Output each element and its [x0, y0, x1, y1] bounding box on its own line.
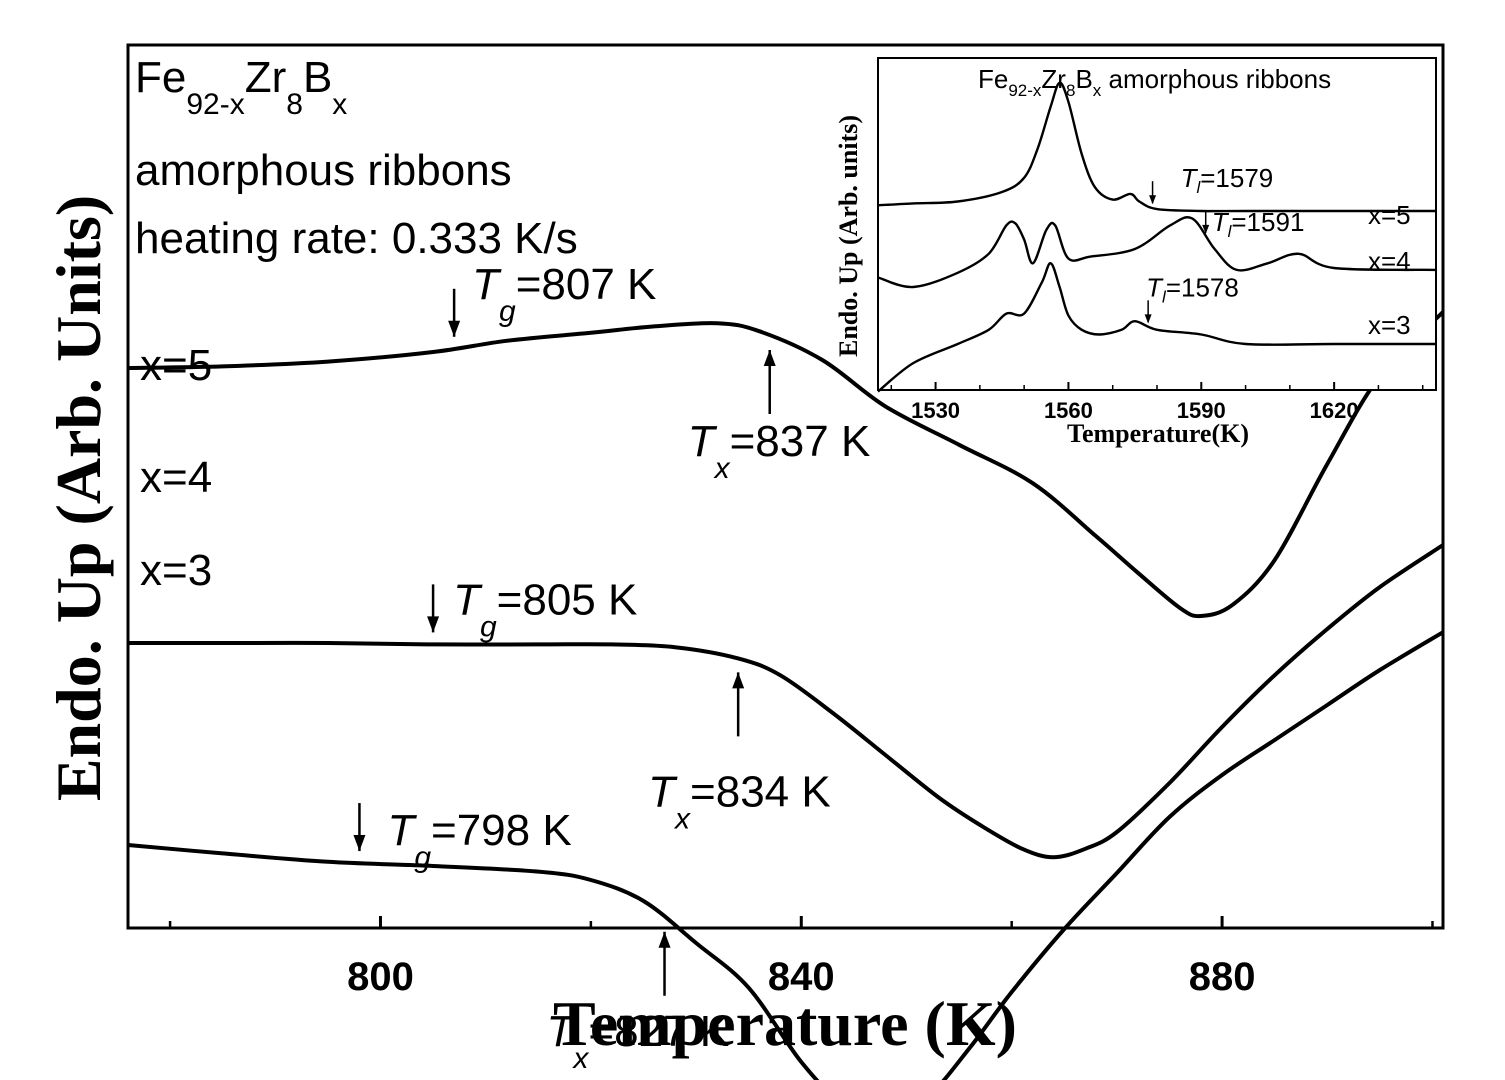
- inset-x-ticks: 1530 1560 1590 1620: [890, 382, 1424, 423]
- main-plot-frame: [126, 43, 1445, 930]
- main-x-ticks: 800 840 880: [168, 916, 1434, 999]
- inset-x-tick-label: 1590: [1177, 398, 1226, 423]
- annotation-arrowhead: [353, 835, 366, 852]
- inset-x-axis-title: Temperature(K): [1067, 419, 1249, 448]
- inset-plot-frame: [877, 57, 1437, 391]
- y-axis-title: Endo. Up (Arb. Units): [43, 195, 114, 801]
- series-label-x=4: x=4: [140, 453, 212, 502]
- inset-annotation-arrowhead: [1202, 224, 1210, 234]
- main-curves: [127, 310, 1445, 1080]
- curve-x=3: [127, 630, 1445, 1080]
- inset-x-tick-label: 1560: [1044, 398, 1093, 423]
- x-axis-title: Temperature (K): [553, 988, 1017, 1059]
- inset-curve-x=5: [877, 81, 1436, 213]
- legend-line3: heating rate: 0.333 K/s: [135, 214, 578, 263]
- x-tick-label: 880: [1189, 955, 1256, 999]
- inset-x-tick-label: 1620: [1310, 398, 1359, 423]
- annotation-label: Tg=805 K: [453, 575, 637, 643]
- series-label-x=5: x=5: [140, 341, 212, 390]
- annotation-label: Tx=834 K: [648, 767, 831, 835]
- inset-annotation-label: Tl=1579: [1181, 163, 1274, 197]
- inset-curve-x=4: [877, 216, 1437, 289]
- legend-line1: Fe92-xZr8Bx: [135, 53, 347, 121]
- inset-annotation-label: Tl=1591: [1212, 207, 1305, 241]
- inset-series-label-x=3: x=3: [1368, 310, 1411, 340]
- annotation-label: Tx=837 K: [688, 417, 871, 485]
- annotation-arrowhead: [448, 320, 461, 337]
- inset-annotation-arrowhead: [1149, 195, 1157, 205]
- annotation-arrowhead: [427, 616, 440, 633]
- inset-series-label-x=5: x=5: [1368, 200, 1411, 230]
- inset-curve-x=3: [877, 262, 1436, 393]
- main-annotations: x=5 Tg=807 K Tx=837 K x=4 Tg=805 K Tx=834 K x=…: [140, 260, 870, 1075]
- series-label-x=3: x=3: [140, 546, 212, 595]
- legend-line2: amorphous ribbons: [135, 146, 512, 195]
- curve-x=5: [127, 310, 1445, 619]
- annotation-arrowhead: [763, 350, 776, 366]
- annotation-label: Tg=807 K: [472, 260, 656, 328]
- annotation-arrowhead: [732, 672, 745, 689]
- inset-curves: [877, 81, 1437, 393]
- x-tick-label: 840: [768, 955, 835, 999]
- annotation-arrowhead: [658, 931, 671, 948]
- inset-title: Fe92-xZr8Bx amorphous ribbons: [978, 64, 1331, 100]
- inset-series-label-x=4: x=4: [1368, 246, 1411, 276]
- annotation-label: Tg=798 K: [387, 806, 571, 874]
- annotation-label: Tx=827 K: [547, 1007, 730, 1075]
- curve-x=4: [128, 543, 1445, 860]
- inset-y-axis-title: Endo. Up (Arb. units): [834, 115, 863, 357]
- inset-annotation-label: Tl=1578: [1146, 272, 1239, 306]
- inset-annotation-arrowhead: [1144, 314, 1152, 324]
- inset-annotations: x=5 Tl=1579 x=4 Tl=1591 x=3 Tl=1578: [1144, 163, 1411, 340]
- x-tick-label: 800: [347, 955, 414, 999]
- main-legend: Fe92-xZr8Bx amorphous ribbons heating ra…: [135, 53, 578, 263]
- inset-x-tick-label: 1530: [911, 398, 960, 423]
